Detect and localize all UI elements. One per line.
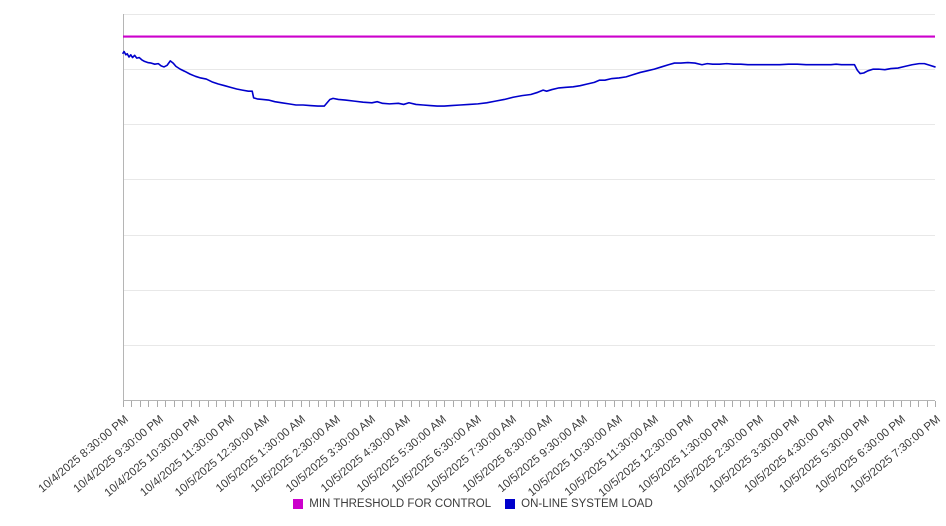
- legend-swatch-magenta: [293, 499, 304, 509]
- legend-label-min-threshold-for-control: MIN THRESHOLD FOR CONTROL: [309, 498, 492, 510]
- series-line-on-line-system-load: [122, 50, 936, 107]
- x-axis-minor-ticks: [123, 401, 936, 407]
- legend-entry-min-threshold-for-control[interactable]: MIN THRESHOLD FOR CONTROL: [293, 498, 491, 510]
- chart-legend: MIN THRESHOLD FOR CONTROL ON-LINE SYSTEM…: [0, 498, 946, 510]
- legend-label-on-line-system-load: ON-LINE SYSTEM LOAD: [521, 498, 653, 510]
- horizontal-gridlines: [123, 14, 935, 346]
- legend-entry-on-line-system-load[interactable]: ON-LINE SYSTEM LOAD: [505, 498, 653, 510]
- plot-background: [123, 14, 935, 400]
- legend-swatch-blue: [505, 499, 516, 509]
